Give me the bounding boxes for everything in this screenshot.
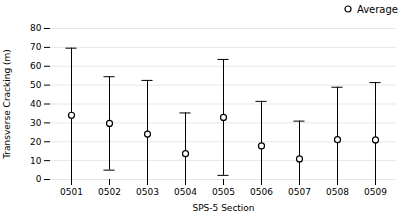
svg-text:0504: 0504 (174, 187, 197, 197)
svg-text:0501: 0501 (60, 187, 83, 197)
svg-text:Transverse Cracking (m): Transverse Cracking (m) (2, 49, 12, 160)
svg-text:40: 40 (30, 99, 42, 109)
svg-text:0507: 0507 (288, 187, 311, 197)
svg-text:30: 30 (30, 118, 42, 128)
svg-text:SPS-5 Section: SPS-5 Section (192, 203, 254, 213)
svg-text:10: 10 (30, 156, 42, 166)
svg-text:70: 70 (30, 42, 42, 52)
svg-text:0509: 0509 (364, 187, 387, 197)
svg-text:0505: 0505 (212, 187, 235, 197)
svg-text:0: 0 (36, 174, 42, 184)
svg-text:0508: 0508 (326, 187, 349, 197)
svg-text:0503: 0503 (136, 187, 159, 197)
svg-text:0506: 0506 (250, 187, 273, 197)
html-text:Average: Average (356, 3, 398, 15)
svg-text:50: 50 (30, 80, 42, 90)
svg-text:60: 60 (30, 61, 42, 71)
svg-text:20: 20 (30, 137, 42, 147)
svg-text:80: 80 (30, 23, 42, 33)
svg-text:0502: 0502 (98, 187, 121, 197)
